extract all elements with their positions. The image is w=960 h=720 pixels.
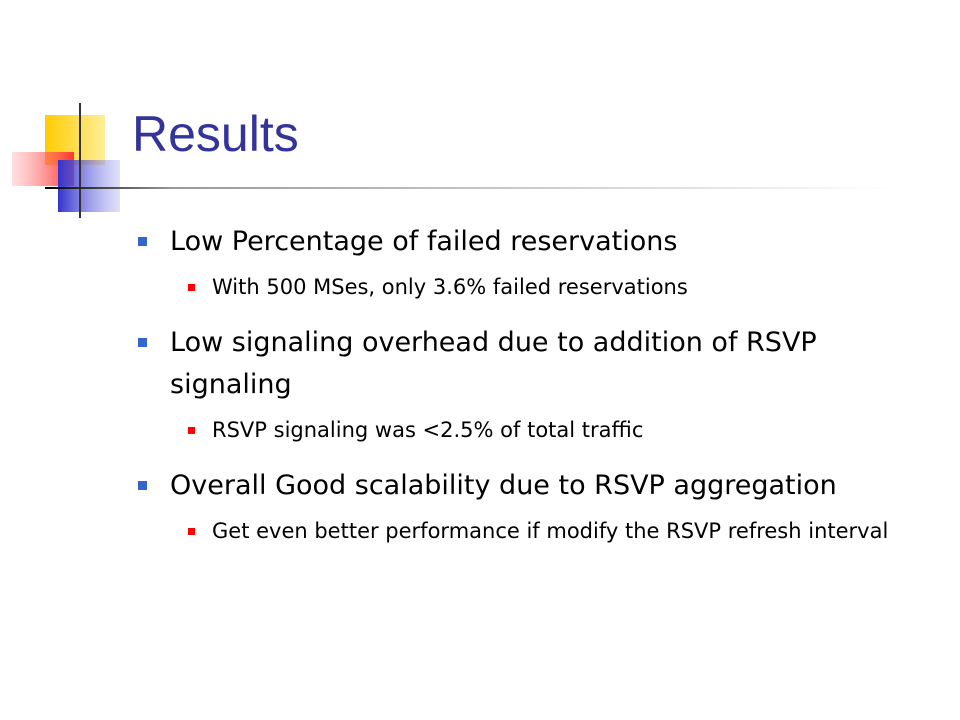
bullet-marker [188, 427, 195, 434]
sub-bullet: Get even better performance if modify th… [188, 515, 892, 548]
bullet-text: Low signaling overhead due to addition o… [170, 327, 817, 400]
sub-bullet-text: RSVP signaling was <2.5% of total traffi… [212, 418, 644, 442]
bullet: Low signaling overhead due to addition o… [138, 322, 870, 406]
sub-bullet: RSVP signaling was <2.5% of total traffi… [188, 414, 892, 447]
sub-bullet-text: With 500 MSes, only 3.6% failed reservat… [212, 275, 688, 299]
bullet-marker [188, 528, 195, 535]
blue-square [58, 160, 120, 212]
bullet: Overall Good scalability due to RSVP agg… [138, 465, 870, 507]
title-rule [45, 187, 895, 189]
sub-bullet: With 500 MSes, only 3.6% failed reservat… [188, 271, 892, 304]
bullet-marker [138, 237, 147, 246]
bullet: Low Percentage of failed reservations [138, 221, 870, 263]
bullet-marker [188, 284, 195, 291]
sub-bullet-text: Get even better performance if modify th… [212, 519, 889, 543]
bullet-marker [138, 481, 147, 490]
bullet-text: Low Percentage of failed reservations [170, 226, 678, 257]
slide-title: Results [132, 106, 299, 162]
bullet-marker [138, 338, 147, 347]
bullet-text: Overall Good scalability due to RSVP agg… [170, 470, 837, 501]
